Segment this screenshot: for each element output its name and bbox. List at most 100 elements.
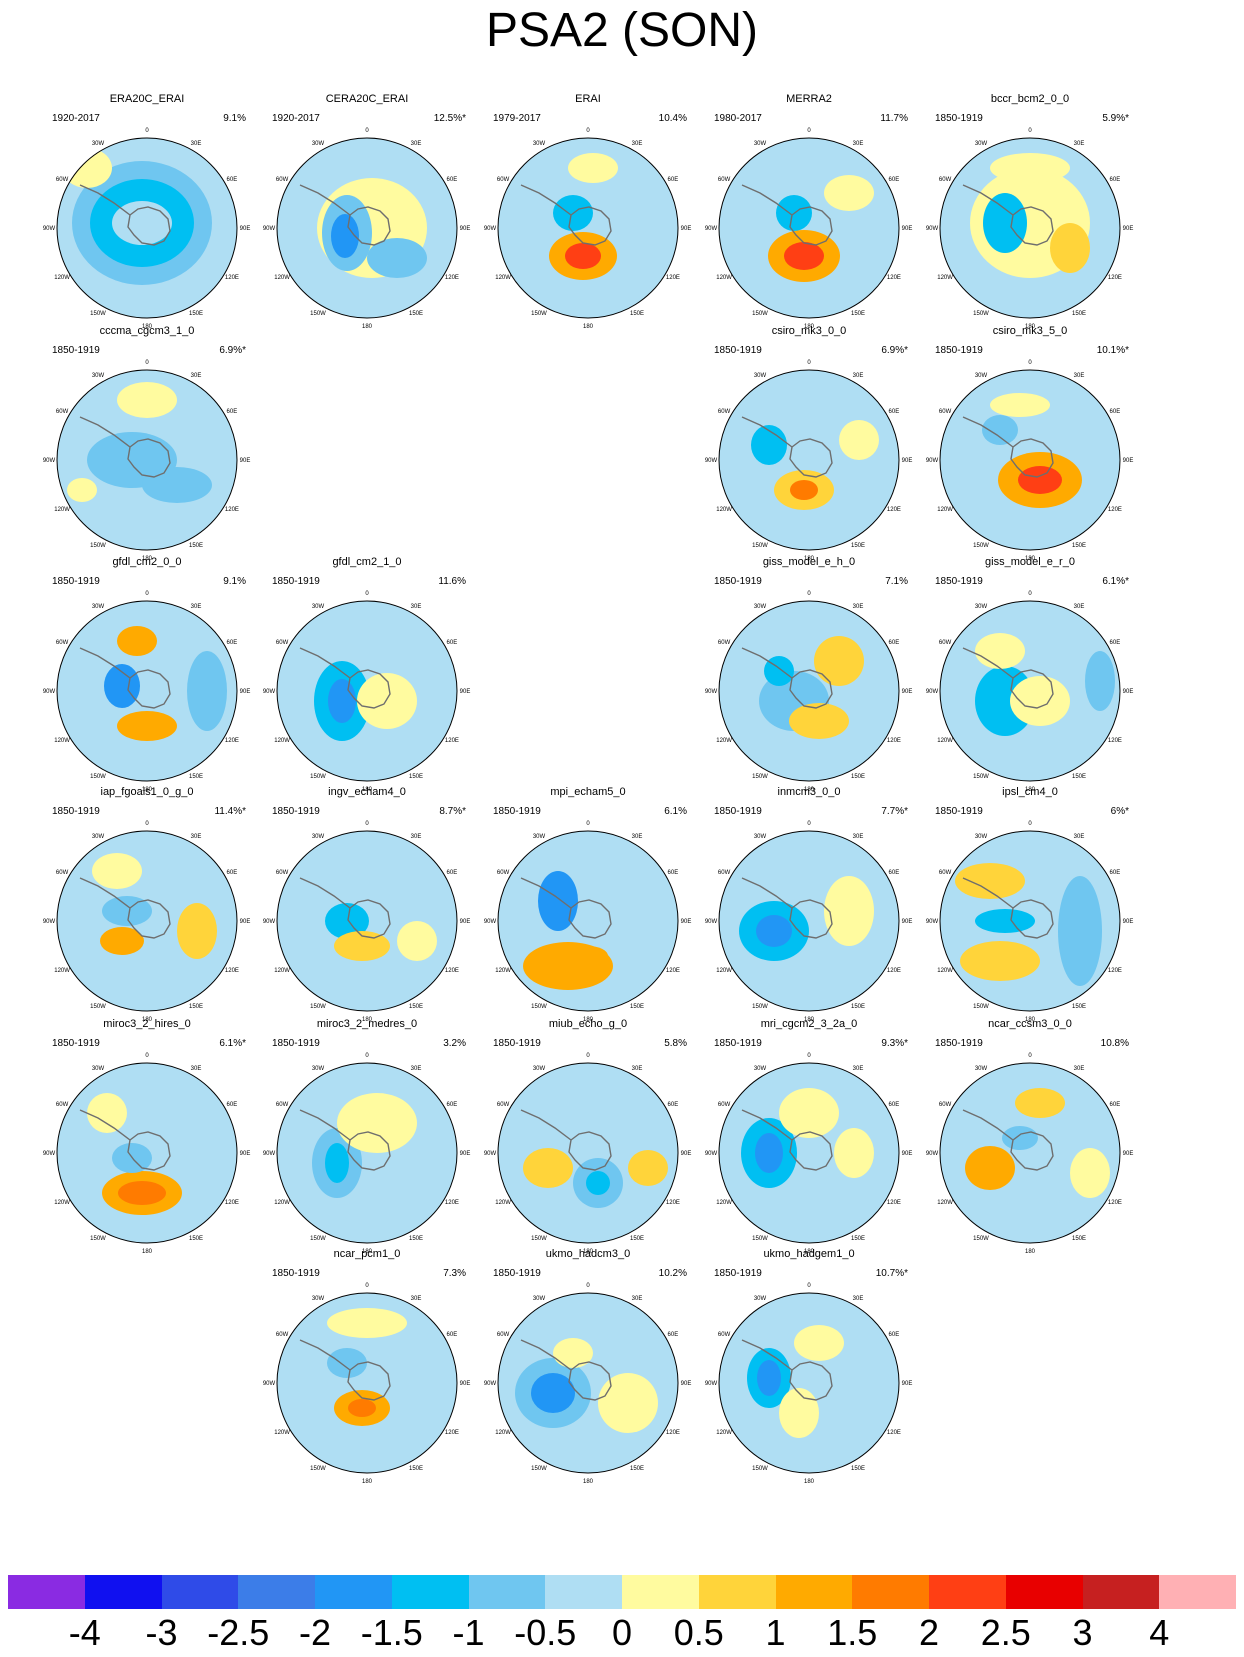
longitude-label: 90W [926, 919, 939, 925]
negative-anomaly-contour [756, 915, 792, 947]
longitude-label: 30W [533, 834, 546, 840]
longitude-label: 150W [973, 1236, 989, 1242]
longitude-label: 180 [1025, 1249, 1036, 1255]
longitude-label: 90W [705, 689, 718, 695]
longitude-label: 90E [681, 919, 692, 925]
colorbar-swatch [545, 1575, 622, 1609]
longitude-label: 120E [225, 1200, 239, 1206]
negative-anomaly-contour [983, 193, 1027, 253]
anomaly-background [277, 1063, 457, 1243]
longitude-label: 150E [851, 311, 865, 317]
longitude-label: 150W [310, 1466, 326, 1472]
longitude-label: 150W [310, 774, 326, 780]
panel-period: 1850-1919 [52, 1038, 100, 1049]
anomaly-background [719, 138, 899, 318]
longitude-label: 30W [92, 834, 105, 840]
longitude-label: 30E [411, 1066, 422, 1072]
negative-anomaly-contour [328, 679, 356, 723]
polar-stereographic-map: 0 30E 60E 90E 120E 150E 180 150W 120W 90W 60W 30W [43, 360, 251, 562]
panel-title: ipsl_cm4_0 [1002, 786, 1058, 798]
panel-period: 1850-1919 [52, 576, 100, 587]
anomaly-background [719, 1063, 899, 1243]
longitude-label: 120E [225, 968, 239, 974]
colorbar-swatch [1159, 1575, 1236, 1609]
longitude-label: 120W [274, 738, 290, 744]
longitude-label: 90E [681, 1151, 692, 1157]
longitude-label: 60W [718, 1102, 731, 1108]
negative-anomaly-contour [187, 651, 227, 731]
longitude-label: 60W [939, 177, 952, 183]
positive-anomaly-contour [834, 1128, 874, 1178]
positive-anomaly-contour [965, 1146, 1015, 1190]
anomaly-background [940, 1063, 1120, 1243]
longitude-label: 180 [583, 1249, 594, 1255]
antarctica-coastline [79, 647, 171, 709]
colorbar-tick-label: -4 [68, 1612, 101, 1653]
longitude-label: 30W [533, 1296, 546, 1302]
map-boundary-circle [497, 830, 679, 1012]
map-boundary-circle [939, 1062, 1121, 1244]
longitude-label: 90E [460, 689, 471, 695]
positive-anomaly-contour [824, 876, 874, 946]
colorbar-swatch [1005, 1575, 1083, 1609]
polar-stereographic-map: 0 30E 60E 90E 120E 150E 180 150W 120W 90W 60W 30W [263, 821, 471, 1023]
anomaly-background [498, 1063, 678, 1243]
panel-title: ncar_pcm1_0 [333, 1248, 401, 1260]
longitude-label: 180 [362, 1249, 373, 1255]
longitude-label: 60W [497, 1332, 510, 1338]
positive-anomaly-contour [839, 420, 879, 460]
longitude-label: 30E [411, 141, 422, 147]
negative-anomaly-contour [1085, 651, 1115, 711]
panel-period: 1850-1919 [272, 1268, 320, 1279]
negative-anomaly-contour [531, 1373, 575, 1413]
panel-variance-percent: 6.1%* [219, 1038, 246, 1049]
negative-anomaly-contour [586, 1171, 610, 1195]
longitude-label: 180 [362, 787, 373, 793]
polar-stereographic-map: 0 30E 60E 90E 120E 150E 180 150W 120W 90W 60W 30W [263, 1283, 471, 1485]
longitude-label: 120W [495, 1200, 511, 1206]
longitude-label: 60W [718, 177, 731, 183]
negative-anomaly-contour [755, 1133, 783, 1173]
positive-anomaly-contour [960, 941, 1040, 981]
map-boundary-circle [56, 830, 238, 1012]
panel-title: MERRA2 [786, 93, 832, 105]
longitude-label: 120W [716, 507, 732, 513]
map-panel: csiro_mk3_0_0 1850-1919 6.9%* 0 30E 60E 90E 120… [704, 325, 914, 565]
longitude-label: 150W [310, 1236, 326, 1242]
longitude-label: 180 [583, 1479, 594, 1485]
longitude-label: 60E [447, 640, 458, 646]
polar-stereographic-map: 0 30E 60E 90E 120E 150E 180 150W 120W 90W 60W 30W [263, 1053, 471, 1255]
longitude-label: 0 [586, 821, 590, 827]
map-panel: gfdl_cm2_1_0 1850-1919 11.6% 0 30E 60E 90E 120E… [262, 556, 472, 796]
longitude-label: 30W [754, 834, 767, 840]
longitude-label: 150W [310, 311, 326, 317]
panel-title: ingv_echam4_0 [328, 786, 406, 798]
longitude-label: 90W [705, 458, 718, 464]
longitude-label: 30W [754, 373, 767, 379]
colorbar-tick-label: 0.5 [673, 1612, 724, 1653]
longitude-label: 30E [411, 834, 422, 840]
longitude-label: 60W [939, 1102, 952, 1108]
antarctica-coastline [962, 416, 1054, 478]
map-boundary-circle [276, 600, 458, 782]
longitude-label: 150E [851, 774, 865, 780]
longitude-label: 90W [484, 1151, 497, 1157]
longitude-label: 60E [447, 1102, 458, 1108]
longitude-label: 60E [227, 177, 238, 183]
panel-period: 1850-1919 [272, 576, 320, 587]
longitude-label: 120W [937, 968, 953, 974]
longitude-label: 30E [853, 604, 864, 610]
longitude-label: 120W [274, 1200, 290, 1206]
map-boundary-circle [718, 369, 900, 551]
longitude-label: 150E [1072, 774, 1086, 780]
longitude-label: 120W [54, 738, 70, 744]
positive-anomaly-contour [87, 1093, 127, 1133]
longitude-label: 120E [887, 275, 901, 281]
panel-title: bccr_bcm2_0_0 [990, 93, 1070, 105]
panel-variance-percent: 9.1% [223, 113, 246, 124]
longitude-label: 0 [365, 128, 369, 134]
positive-anomaly-contour [824, 175, 874, 211]
antarctica-coastline [299, 1109, 391, 1171]
panel-period: 1979-2017 [493, 113, 541, 124]
positive-anomaly-contour [990, 393, 1050, 417]
